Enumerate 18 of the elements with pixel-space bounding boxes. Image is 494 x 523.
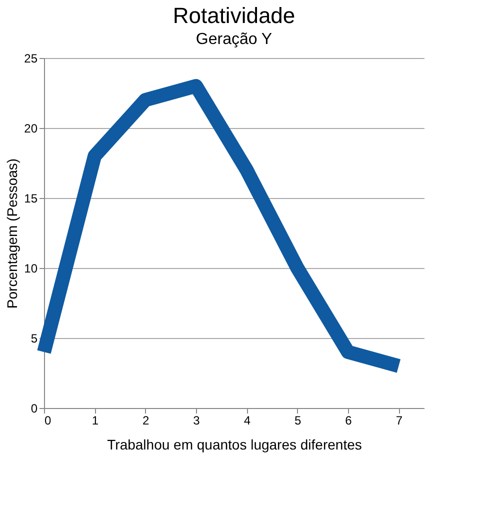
y-tick-label: 0	[30, 402, 38, 416]
chart-title: Rotatividade	[172, 3, 296, 28]
x-tick-label: 0	[44, 414, 52, 428]
chart-subtitle: Geração Y	[196, 31, 272, 48]
x-tick-label: 6	[345, 414, 352, 428]
x-tick-label: 5	[294, 414, 302, 428]
x-tick-label: 7	[396, 414, 403, 428]
y-tick-label: 25	[24, 52, 38, 66]
y-tick-label: 5	[30, 332, 38, 346]
y-tick-label: 20	[24, 122, 38, 136]
x-tick-label: 3	[193, 414, 200, 428]
x-axis-title: Trabalhou em quantos lugares diferentes	[107, 436, 362, 452]
x-tick-label: 2	[142, 414, 150, 428]
y-tick-label: 10	[24, 262, 38, 276]
y-axis-title: Porcentagem (Pessoas)	[4, 158, 20, 309]
x-tick-label: 4	[244, 414, 251, 428]
y-tick-label: 15	[24, 192, 38, 206]
x-tick-label: 1	[92, 414, 99, 428]
